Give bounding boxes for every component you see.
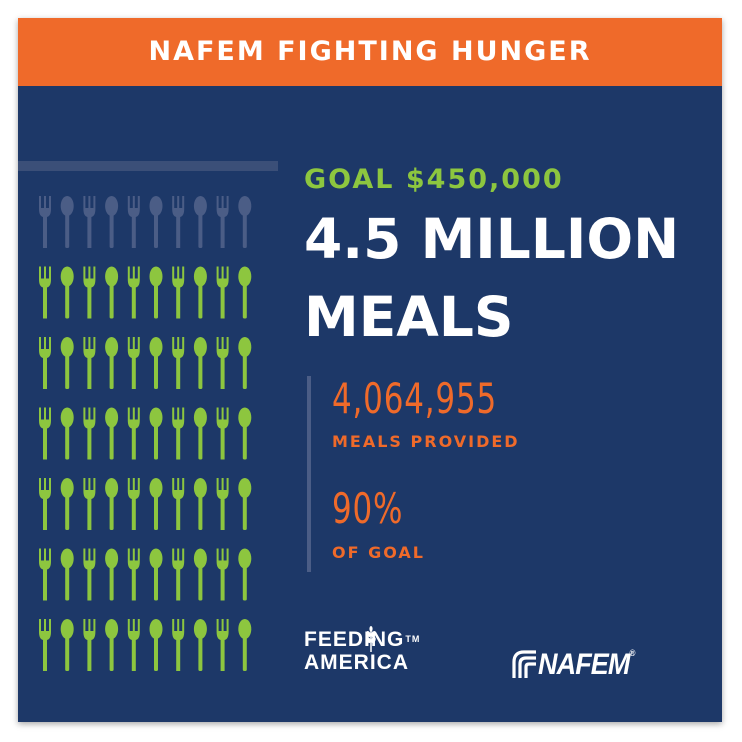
fork-icon [39, 337, 51, 389]
headline: 4.5 MILLION MEALS [304, 200, 679, 356]
fork-icon [127, 407, 140, 460]
fork-icon [83, 196, 96, 248]
spoon-icon [193, 478, 207, 530]
spoon-icon [105, 478, 119, 530]
spoon-icon [105, 337, 119, 389]
spoon-icon [238, 407, 252, 460]
fork-icon [216, 196, 229, 248]
fork-icon [83, 407, 96, 460]
spoon-icon [149, 478, 163, 530]
fork-icon [216, 407, 229, 460]
infographic-card: NAFEM FIGHTING HUNGER GOAL $450,000 4.5 … [18, 18, 722, 722]
spoon-icon [238, 619, 252, 671]
spoon-icon [149, 619, 163, 671]
spoon-icon [149, 407, 163, 460]
nafem-logo-text: NAFEM [538, 648, 630, 681]
spoon-icon [149, 266, 163, 319]
spoon-icon [193, 407, 207, 460]
spoon-icon [193, 337, 207, 389]
spoon-icon [105, 619, 119, 671]
spoon-icon [60, 619, 74, 671]
fork-icon [172, 548, 185, 601]
spoon-icon [60, 407, 74, 460]
goal-amount: GOAL $450,000 [304, 164, 564, 195]
spoon-icon [105, 266, 119, 319]
fork-icon [39, 196, 51, 248]
fork-icon [39, 266, 51, 319]
spoon-icon [60, 266, 74, 319]
meals-provided-label: MEALS PROVIDED [332, 432, 520, 451]
feeding-america-logo: FEEDINGTM AMERICA [304, 628, 420, 674]
spoon-icon [60, 196, 74, 248]
fork-icon [39, 548, 51, 601]
fork-icon [83, 619, 96, 671]
banner-title: NAFEM FIGHTING HUNGER [18, 18, 722, 86]
nafem-logo: NAFEM® [538, 648, 635, 682]
wheat-icon [366, 626, 376, 652]
fork-icon [216, 337, 229, 389]
spoon-icon [238, 266, 252, 319]
spoon-icon [60, 337, 74, 389]
fork-icon [216, 548, 229, 601]
spoon-icon [60, 478, 74, 530]
spoon-icon [105, 407, 119, 460]
fork-icon [127, 478, 140, 530]
fork-icon [172, 619, 185, 671]
spoon-icon [193, 266, 207, 319]
fork-icon [83, 478, 96, 530]
fork-icon [39, 619, 51, 671]
stats-divider [307, 376, 311, 572]
feeding-america-line-2: AMERICA [304, 651, 409, 674]
spoon-icon [149, 196, 163, 248]
spoon-icon [60, 548, 74, 601]
feeding-america-tm: TM [405, 634, 421, 644]
spoon-icon [193, 548, 207, 601]
nafem-logo-mark-icon [512, 650, 536, 678]
utensil-icon-grid [39, 196, 252, 671]
spoon-icon [105, 548, 119, 601]
fork-icon [216, 478, 229, 530]
fork-icon [216, 619, 229, 671]
spoon-icon [193, 619, 207, 671]
fork-icon [83, 548, 96, 601]
headline-line-1: 4.5 MILLION [304, 207, 680, 271]
headline-line-2: MEALS [304, 285, 514, 349]
fork-icon [127, 619, 140, 671]
fork-icon [216, 266, 229, 319]
spoon-icon [238, 548, 252, 601]
fork-icon [172, 478, 185, 530]
feeding-america-line-1: FEEDING [304, 628, 405, 651]
meals-provided-value: 4,064,955 [332, 374, 498, 423]
percent-of-goal-label: OF GOAL [332, 543, 425, 562]
fork-icon [172, 266, 185, 319]
fork-icon [127, 266, 140, 319]
fork-icon [39, 407, 51, 460]
nafem-registered-mark: ® [629, 648, 635, 658]
fork-icon [83, 337, 96, 389]
fork-icon [172, 407, 185, 460]
fork-icon [83, 266, 96, 319]
fork-icon [39, 478, 51, 530]
spoon-icon [149, 548, 163, 601]
fork-icon [172, 337, 185, 389]
spoon-icon [238, 478, 252, 530]
fork-icon [127, 337, 140, 389]
fork-icon [127, 548, 140, 601]
spoon-icon [105, 196, 119, 248]
fork-icon [127, 196, 140, 248]
percent-of-goal-value: 90% [332, 484, 404, 533]
divider-line [18, 161, 278, 171]
fork-icon [172, 196, 185, 248]
spoon-icon [193, 196, 207, 248]
spoon-icon [238, 196, 252, 248]
spoon-icon [238, 337, 252, 389]
spoon-icon [149, 337, 163, 389]
